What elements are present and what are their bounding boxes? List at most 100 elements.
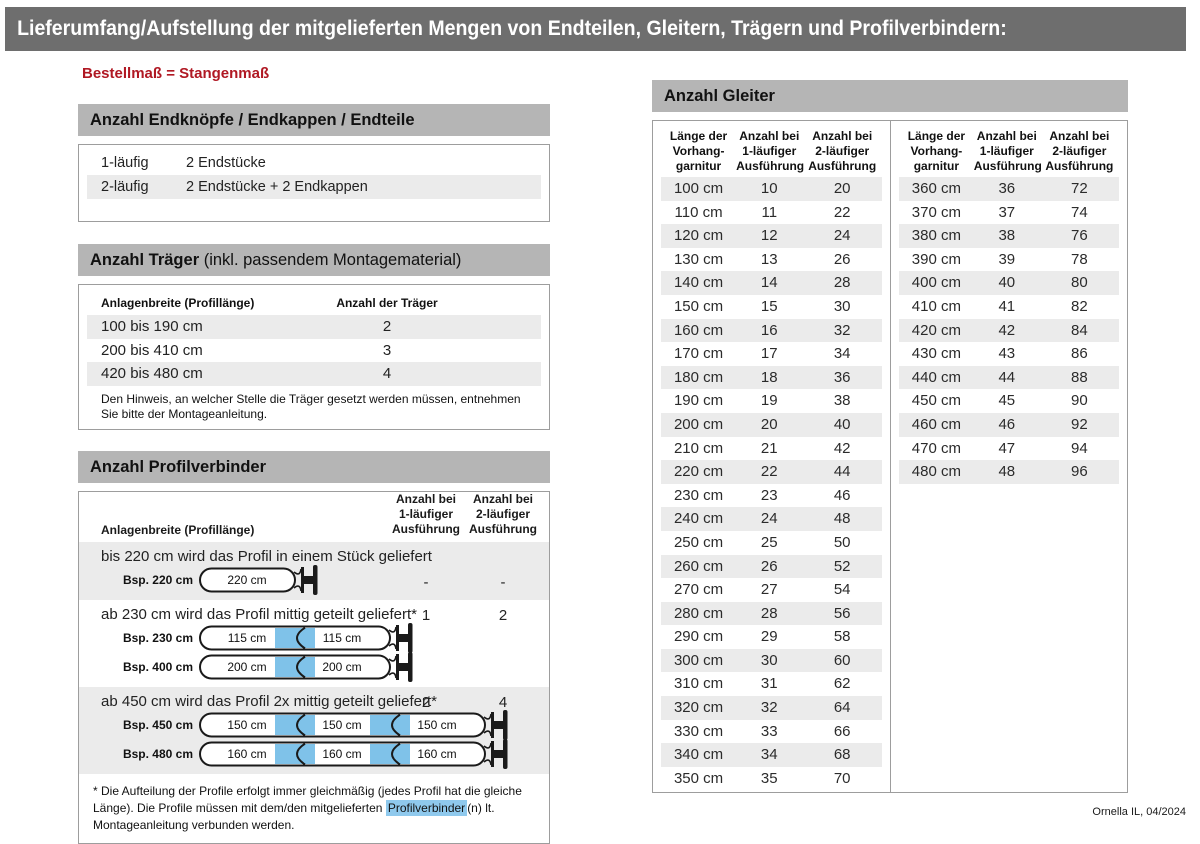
section-header-traeger: Anzahl Träger (inkl. passendem Montagema… xyxy=(78,244,550,276)
count-1-cell: 38 xyxy=(998,227,1016,245)
table-row: 220 cm 22 44 xyxy=(661,460,882,484)
document-footer: Ornella IL, 04/2024 xyxy=(1092,806,1186,818)
segment-length-label: 115 cm xyxy=(228,631,266,645)
column-header-width: Anlagenbreite (Profillänge) xyxy=(101,296,255,310)
section-subtitle: (inkl. passendem Montagematerial) xyxy=(199,251,462,269)
count-2-cell: 80 xyxy=(1071,274,1088,292)
table-row: 1-läufig 2 Endstücke xyxy=(87,151,541,175)
table-row: 410 cm 41 82 xyxy=(899,295,1119,319)
value-2-laeufig: 4 xyxy=(498,693,508,711)
count-2-cell: 52 xyxy=(833,557,851,575)
length-cell: 460 cm xyxy=(911,415,961,433)
length-cell: 340 cm xyxy=(673,746,724,764)
table-row: 350 cm 35 70 xyxy=(661,767,882,791)
column-header-1-laeufig: Anzahl bei 1-läufiger Ausführung xyxy=(973,129,1042,173)
value-1-laeufig: - xyxy=(423,573,429,591)
length-cell: 430 cm xyxy=(911,345,961,363)
column-header-1-laeufig: Anzahl bei 1-läufiger Ausführung xyxy=(392,491,460,536)
count-1-cell: 47 xyxy=(998,439,1016,457)
count-2-cell: 28 xyxy=(833,274,851,292)
length-cell: 410 cm xyxy=(911,297,961,315)
left-column: Bestellmaß = Stangenmaß Anzahl Endknöpfe… xyxy=(78,57,550,844)
diagram-example-label: Bsp. 220 cm xyxy=(122,573,193,588)
count-1-cell: 10 xyxy=(760,180,778,197)
table-row: 340 cm 34 68 xyxy=(661,743,882,767)
count-1-cell: 28 xyxy=(760,604,778,622)
profile-rod-diagram: 220 cm xyxy=(199,565,318,596)
count-2-cell: 58 xyxy=(833,628,851,646)
table-row: 280 cm 28 56 xyxy=(661,601,882,626)
length-cell: 470 cm xyxy=(911,439,961,457)
profile-diagram: Bsp. 400 cm 200 cm 200 cm xyxy=(115,652,549,683)
segment-length-label: 160 cm xyxy=(227,747,266,761)
length-cell: 200 cm xyxy=(673,415,724,433)
profile-diagram: Bsp. 230 cm 115 cm 115 cm xyxy=(115,623,549,654)
count-2-cell: 62 xyxy=(833,675,851,693)
count-1-cell: 35 xyxy=(760,769,778,787)
length-cell: 350 cm xyxy=(673,769,724,787)
table-row: 320 cm 32 64 xyxy=(661,696,882,720)
count-2-cell: 26 xyxy=(833,250,851,268)
count-2-cell: 48 xyxy=(833,510,851,528)
table-row: 130 cm 13 26 xyxy=(661,248,882,272)
count-2-cell: 50 xyxy=(833,533,851,551)
count-2-cell: 86 xyxy=(1071,345,1088,363)
count-2-cell: 36 xyxy=(833,368,851,386)
table-row: 200 bis 410 cm 3 xyxy=(87,339,541,363)
column-header-length: Länge der Vorhang-garnitur xyxy=(907,129,966,173)
count-1-cell: 17 xyxy=(760,345,778,363)
column-header-width: Anlagenbreite (Profillänge) xyxy=(101,522,255,537)
count-1-cell: 31 xyxy=(760,675,778,693)
count-1-cell: 46 xyxy=(998,415,1016,433)
length-cell: 170 cm xyxy=(673,345,724,363)
table-row: 480 cm 48 96 xyxy=(899,460,1119,484)
count-1-cell: 42 xyxy=(998,321,1016,339)
table-row: 440 cm 44 88 xyxy=(899,365,1119,390)
column-header-count: Anzahl der Träger xyxy=(336,296,438,310)
count-cell: 4 xyxy=(382,365,392,382)
range-cell: 200 bis 410 cm xyxy=(101,341,203,359)
length-cell: 160 cm xyxy=(673,321,724,339)
count-2-cell: 34 xyxy=(833,345,851,363)
gleiter-table: Länge der Vorhang-garnitur Anzahl bei 1-lä… xyxy=(652,120,1128,793)
count-2-cell: 46 xyxy=(833,486,851,504)
count-1-cell: 13 xyxy=(760,250,778,268)
table-row: 100 bis 190 cm 2 xyxy=(87,315,541,339)
table-row: 190 cm 19 38 xyxy=(661,389,882,413)
row-label: 2-läufig xyxy=(101,179,149,195)
count-2-cell: 38 xyxy=(833,392,851,410)
length-cell: 220 cm xyxy=(673,463,724,481)
profile-diagram: Bsp. 450 cm 150 cm 150 cm 150 cm xyxy=(115,710,549,741)
traeger-note: Den Hinweis, an welcher Stelle die Träge… xyxy=(101,391,521,422)
count-1-cell: 26 xyxy=(760,557,778,575)
segment-length-label: 150 cm xyxy=(322,718,361,732)
table-row-ab-230: ab 230 cm wird das Profil mittig geteilt… xyxy=(79,600,549,687)
row-text: bis 220 cm wird das Profil in einem Stüc… xyxy=(101,547,432,565)
count-1-cell: 11 xyxy=(761,203,778,221)
count-1-cell: 21 xyxy=(760,439,778,457)
table-row: 170 cm 17 34 xyxy=(661,342,882,366)
table-row: 300 cm 30 60 xyxy=(661,648,882,673)
table-row: 2-läufig 2 Endstücke + 2 Endkappen xyxy=(87,175,541,199)
length-cell: 130 cm xyxy=(673,250,724,268)
gleiter-rows-left: 100 cm 10 20 110 cm 11 22 120 cm 12 24 1… xyxy=(653,177,890,790)
traeger-rows: 100 bis 190 cm 2 200 bis 410 cm 3 420 bi… xyxy=(87,315,541,386)
table-row: 210 cm 21 42 xyxy=(661,437,882,461)
right-column: Anzahl Gleiter Länge der Vorhang-garnitur… xyxy=(652,80,1128,793)
gleiter-rows-right: 360 cm 36 72 370 cm 37 74 380 cm 38 76 3… xyxy=(891,177,1127,484)
traeger-table: Anlagenbreite (Profillänge) Anzahl der T… xyxy=(78,284,550,430)
count-1-cell: 36 xyxy=(998,180,1016,197)
row-label: 1-läufig xyxy=(101,155,149,171)
value-2-laeufig: - xyxy=(500,573,506,591)
count-2-cell: 92 xyxy=(1071,415,1088,433)
count-2-cell: 94 xyxy=(1071,439,1088,457)
count-1-cell: 23 xyxy=(760,486,778,504)
length-cell: 370 cm xyxy=(911,203,961,221)
count-1-cell: 22 xyxy=(760,463,778,481)
count-2-cell: 20 xyxy=(833,180,851,197)
table-row: 230 cm 23 46 xyxy=(661,484,882,508)
profile-diagram: Bsp. 220 cm 220 cm xyxy=(115,565,549,596)
count-1-cell: 24 xyxy=(760,510,778,528)
segment-length-label: 150 cm xyxy=(417,718,456,732)
length-cell: 180 cm xyxy=(673,368,724,386)
